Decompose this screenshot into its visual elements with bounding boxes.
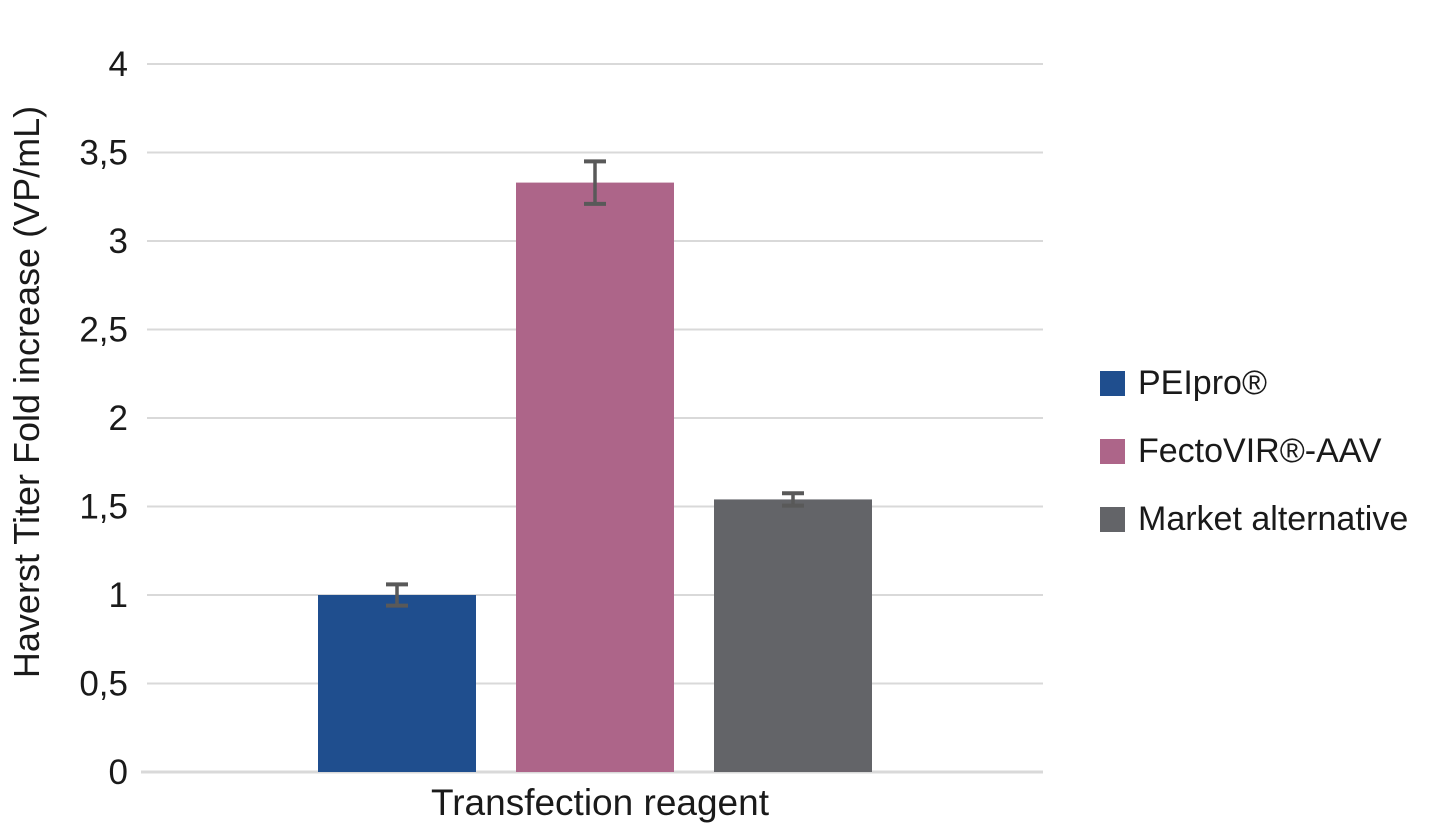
y-tick-label-0: 0 <box>109 753 128 792</box>
legend-label-0: PEIpro® <box>1138 364 1267 402</box>
legend-label-2: Market alternative <box>1138 500 1409 538</box>
y-tick-label-2: 2 <box>109 399 128 438</box>
legend-label-1: FectoVIR®-AAV <box>1138 432 1382 470</box>
legend-swatch-icon-2 <box>1100 507 1125 532</box>
legend-swatch-icon-1 <box>1100 439 1125 464</box>
y-tick-label-1: 1 <box>109 576 128 615</box>
y-tick-label-1_5: 1,5 <box>79 488 128 527</box>
legend-swatch-icon-0 <box>1100 371 1125 396</box>
y-tick-label-0_5: 0,5 <box>79 665 128 704</box>
y-tick-label-2_5: 2,5 <box>79 311 128 350</box>
bar-2 <box>714 499 872 772</box>
y-tick-label-4: 4 <box>109 45 128 84</box>
legend-item-1: FectoVIR®-AAV <box>1100 432 1408 470</box>
bar-0 <box>318 595 476 772</box>
legend: PEIpro® FectoVIR®-AAV Market alternative <box>1100 364 1409 538</box>
y-tick-label-3: 3 <box>109 222 128 261</box>
y-tick-label-3_5: 3,5 <box>79 134 128 173</box>
legend-item-0: PEIpro® <box>1100 364 1408 402</box>
legend-item-2: Market alternative <box>1100 500 1409 538</box>
x-axis-title: Transfection reagent <box>431 782 769 823</box>
bar-1 <box>516 182 674 773</box>
